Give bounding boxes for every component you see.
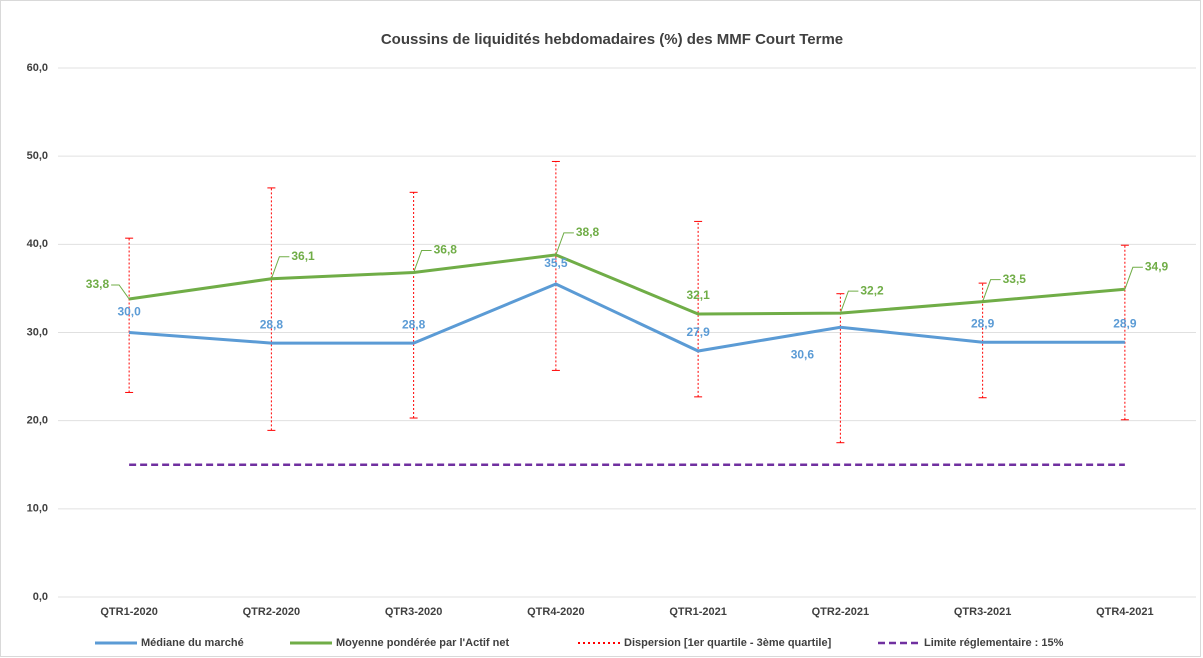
x-tick-label: QTR1-2021 [669, 606, 726, 618]
legend-label: Moyenne pondérée par l'Actif net [336, 637, 509, 649]
legend-label: Médiane du marché [141, 637, 244, 649]
data-label: 30,6 [791, 347, 815, 361]
data-label: 28,9 [1113, 316, 1137, 330]
x-tick-label: QTR3-2020 [385, 606, 442, 618]
data-label: 28,8 [402, 317, 426, 331]
leader-line [413, 250, 432, 273]
x-tick-label: QTR1-2020 [100, 606, 157, 618]
data-label: 27,9 [686, 325, 710, 339]
data-label: 35,5 [544, 256, 568, 270]
y-tick-label: 10,0 [27, 503, 48, 515]
data-label: 34,9 [1145, 259, 1169, 273]
x-tick-label: QTR4-2020 [527, 606, 584, 618]
data-label: 33,5 [1003, 272, 1027, 286]
x-tick-label: QTR2-2020 [243, 606, 300, 618]
legend-label: Dispersion [1er quartile - 3ème quartile… [624, 637, 832, 649]
data-label: 28,8 [260, 317, 284, 331]
chart-title: Coussins de liquidités hebdomadaires (%)… [381, 31, 843, 48]
series-line [129, 282, 1125, 353]
y-tick-label: 50,0 [27, 150, 48, 162]
leader-line [839, 290, 859, 314]
y-tick-label: 0,0 [33, 591, 48, 603]
data-label: 32,1 [686, 288, 710, 302]
x-tick-label: QTR4-2021 [1096, 606, 1153, 618]
data-label: 32,2 [860, 283, 884, 297]
data-label: 36,8 [434, 243, 458, 257]
y-tick-label: 40,0 [27, 238, 48, 250]
leader-line [982, 279, 1001, 302]
leader-line [555, 232, 574, 256]
series-line [128, 253, 1126, 316]
x-tick-label: QTR3-2021 [954, 606, 1011, 618]
legend-label: Limite réglementaire : 15% [924, 637, 1064, 649]
leader-line [270, 256, 290, 279]
data-label: 30,0 [117, 305, 141, 319]
y-tick-label: 60,0 [27, 62, 48, 74]
y-tick-label: 30,0 [27, 326, 48, 338]
data-label: 28,9 [971, 316, 995, 330]
data-label: 36,1 [291, 249, 315, 263]
data-label: 33,8 [86, 277, 110, 291]
y-tick-label: 20,0 [27, 415, 48, 427]
leader-line [1124, 266, 1143, 290]
data-label: 38,8 [576, 225, 600, 239]
x-tick-label: QTR2-2021 [812, 606, 869, 618]
leader-line [111, 284, 130, 300]
